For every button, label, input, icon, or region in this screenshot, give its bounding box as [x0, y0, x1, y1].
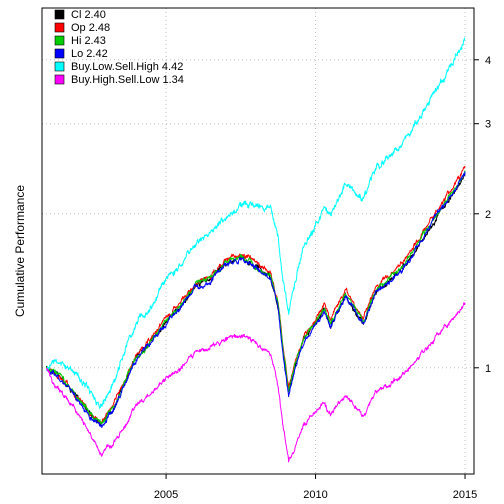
legend-label: Cl 2.40	[71, 9, 106, 21]
series-line	[46, 165, 466, 424]
legend-swatch	[54, 35, 65, 46]
legend-label: Buy.Low.Sell.High 4.42	[71, 61, 183, 73]
legend-swatch	[54, 22, 65, 33]
legend-label: Lo 2.42	[71, 48, 108, 60]
x-tick-label: 2015	[453, 489, 477, 501]
series-line	[46, 170, 466, 425]
plot-frame	[41, 7, 475, 475]
legend-swatch	[54, 61, 65, 72]
y-tick-label: 2	[485, 209, 491, 221]
legend-swatch	[54, 74, 65, 85]
series-line	[46, 173, 466, 426]
y-axis-title: Cumulative Performance	[13, 185, 27, 317]
legend-swatch	[54, 9, 65, 20]
series-line	[46, 37, 466, 409]
axes: 2005 2010 2015 1 2 3 4	[154, 55, 491, 501]
grid	[42, 8, 474, 474]
y-tick-label: 4	[485, 55, 491, 67]
series-line	[46, 171, 466, 428]
legend-swatch	[54, 48, 65, 59]
x-tick-label: 2005	[154, 489, 178, 501]
series-lines	[46, 37, 466, 463]
legend-label: Buy.High.Sell.Low 1.34	[71, 74, 184, 86]
legend-label: Op 2.48	[71, 22, 110, 34]
legend-label: Hi 2.43	[71, 35, 106, 47]
y-tick-label: 3	[485, 119, 491, 131]
y-tick-label: 1	[485, 363, 491, 375]
x-tick-label: 2010	[303, 489, 327, 501]
series-line	[46, 302, 466, 463]
